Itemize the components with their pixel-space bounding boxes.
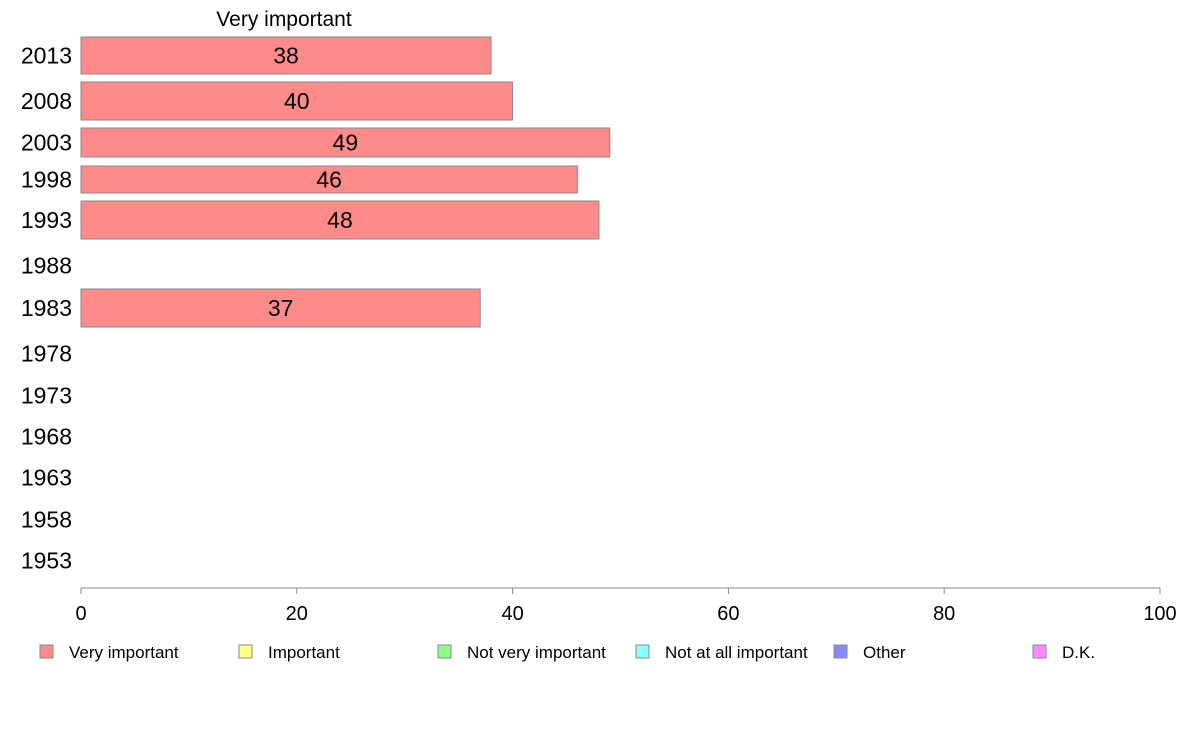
year-label: 1953 xyxy=(21,548,72,574)
legend-swatch xyxy=(635,644,650,659)
legend-swatch xyxy=(39,644,54,659)
year-labels-group: 2013 2008 2003 1998 1993 1988 1983 1978 1973 1968… xyxy=(21,43,72,574)
bar xyxy=(80,200,600,240)
legend-label: Very important xyxy=(69,643,179,662)
bar xyxy=(80,36,492,75)
x-tick-label: 60 xyxy=(717,603,739,625)
x-tick-label: 40 xyxy=(501,603,523,625)
bar xyxy=(80,165,578,194)
legend-swatch xyxy=(833,644,848,659)
year-label: 1978 xyxy=(21,341,72,367)
legend-label: D.K. xyxy=(1062,643,1095,662)
legend: Very important Important Not very importan… xyxy=(39,643,1095,662)
legend-swatch xyxy=(238,644,253,659)
bar-value-label: 40 xyxy=(284,88,310,114)
legend-label: Important xyxy=(268,643,340,662)
year-label: 1988 xyxy=(21,253,72,279)
bar-value-label: 49 xyxy=(333,130,359,156)
year-label: 2013 xyxy=(21,43,72,69)
x-tick-label: 80 xyxy=(933,603,955,625)
bar-value-label: 46 xyxy=(316,167,342,193)
bar xyxy=(80,81,514,121)
bar xyxy=(80,288,481,328)
legend-swatch xyxy=(1032,644,1047,659)
legend-label: Not at all important xyxy=(665,643,808,662)
bar-value-label: 37 xyxy=(268,295,294,321)
bar xyxy=(80,127,611,158)
year-label: 1983 xyxy=(21,295,72,321)
year-label: 1998 xyxy=(21,167,72,193)
year-label: 1993 xyxy=(21,207,72,233)
bar-value-label: 48 xyxy=(327,207,353,233)
chart-title: Very important xyxy=(216,8,352,31)
legend-label: Not very important xyxy=(467,643,606,662)
year-label: 1968 xyxy=(21,424,72,450)
bars-group: 38 40 49 46 48 37 xyxy=(80,36,611,328)
x-axis: 0 20 40 60 80 100 xyxy=(75,587,1177,625)
x-tick-label: 0 xyxy=(75,603,86,625)
year-label: 1963 xyxy=(21,465,72,491)
year-label: 2008 xyxy=(21,88,72,114)
year-label: 1973 xyxy=(21,383,72,409)
x-tick-label: 20 xyxy=(286,603,308,625)
bar-value-label: 38 xyxy=(273,43,299,69)
legend-swatch xyxy=(437,644,452,659)
year-label: 2003 xyxy=(21,130,72,156)
year-label: 1958 xyxy=(21,507,72,533)
legend-label: Other xyxy=(863,643,906,662)
x-tick-label: 100 xyxy=(1143,603,1176,625)
